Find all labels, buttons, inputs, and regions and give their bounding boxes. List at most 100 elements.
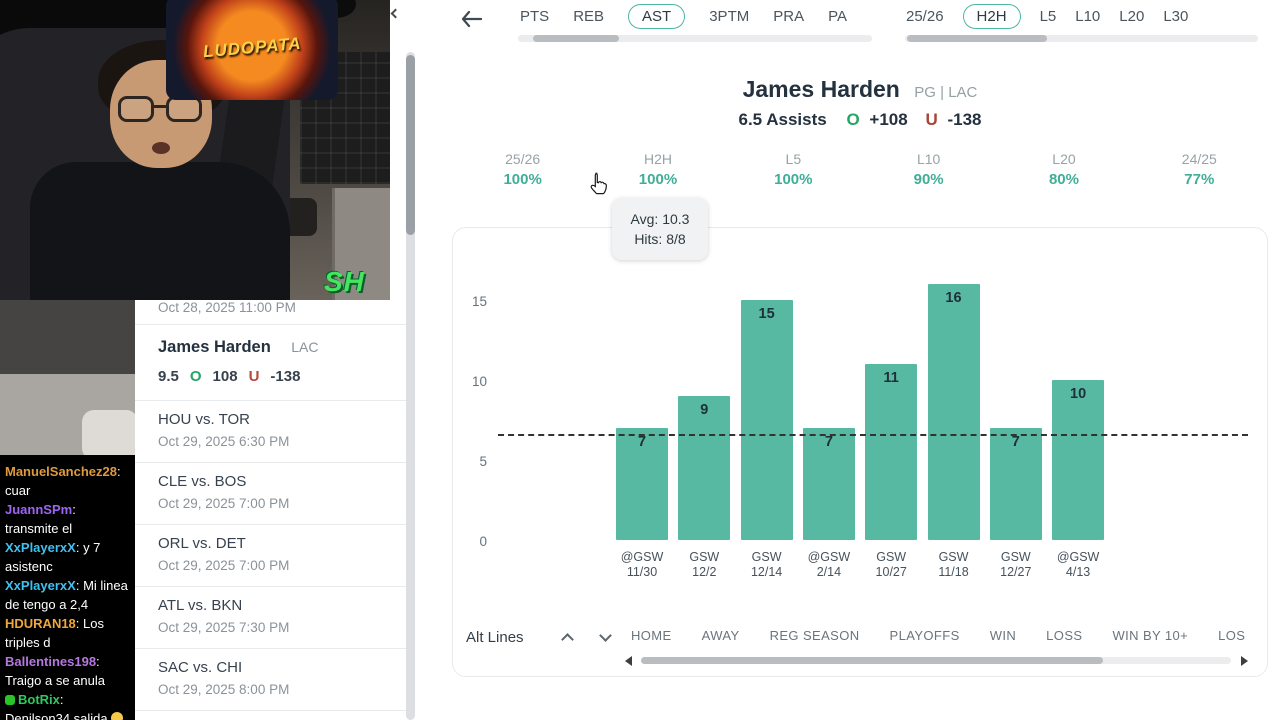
- chart-bar[interactable]: 7: [989, 428, 1042, 540]
- chat-message: ManuelSanchez28: cuar: [5, 463, 130, 500]
- game-row[interactable]: ORL vs. DET Oct 29, 2025 7:00 PM: [135, 525, 406, 587]
- chart-bar[interactable]: 7: [616, 428, 668, 540]
- filter-win[interactable]: WIN: [989, 628, 1017, 643]
- vertical-scrollbar-thumb[interactable]: [406, 55, 415, 235]
- chart-bar[interactable]: 7: [802, 428, 855, 540]
- collapse-panel-icon[interactable]: [389, 8, 401, 20]
- chat-username: XxPlayerxX: [5, 540, 76, 555]
- tab-l30[interactable]: L30: [1163, 7, 1189, 25]
- over-odds: +108: [869, 110, 908, 129]
- tab-l20[interactable]: L20: [1119, 7, 1145, 25]
- chart-bar[interactable]: 16: [927, 284, 980, 540]
- chat-message: HDURAN18: Los triples d: [5, 615, 130, 652]
- tab-ast[interactable]: AST: [628, 3, 686, 29]
- split-h2h: H2H 100%: [638, 151, 678, 188]
- game-row[interactable]: SAC vs. CHI Oct 29, 2025 8:00 PM: [135, 649, 406, 711]
- over-label: O: [189, 368, 202, 385]
- split-l5: L5 100%: [774, 151, 813, 188]
- chart-bar[interactable]: 9: [678, 396, 731, 540]
- tab-pts[interactable]: PTS: [520, 7, 550, 25]
- game-list-panel: Oct 28, 2025 11:00 PM James Harden LAC 9…: [135, 300, 406, 720]
- range-tabs-scrollbar[interactable]: [905, 35, 1258, 42]
- chart-bar-slot: 16 GSW 11/18: [923, 228, 985, 676]
- filter-reg-season[interactable]: REG SEASON: [769, 628, 860, 643]
- over-odds: 108: [212, 368, 238, 385]
- tab-h2h[interactable]: H2H: [962, 3, 1021, 29]
- chart-bar-slot: 10 @GSW 4/13: [1047, 228, 1109, 676]
- split-l10: L10 90%: [913, 151, 944, 188]
- filter-home[interactable]: HOME: [631, 628, 672, 643]
- chat-text: : Los triples d: [5, 616, 104, 650]
- chart-bar[interactable]: 10: [1052, 380, 1105, 540]
- filters-scroll-right-icon[interactable]: [1241, 656, 1248, 666]
- y-tick-15: 15: [471, 294, 487, 309]
- chart-bar-slot: 15 GSW 12/14: [736, 228, 798, 676]
- chart-bar-slot: 7 @GSW 2/14: [798, 228, 860, 676]
- tab-3ptm[interactable]: 3PTM: [709, 7, 750, 25]
- tooltip-hits: Hits: 8/8: [634, 231, 686, 247]
- game-row[interactable]: ATL vs. BKN Oct 29, 2025 7:30 PM: [135, 587, 406, 649]
- chart-tooltip: Avg: 10.3 Hits: 8/8: [612, 198, 708, 260]
- split-25-26: 25/26 100%: [503, 151, 542, 188]
- tab-25-26[interactable]: 25/26: [906, 7, 944, 25]
- over-label: O: [846, 110, 860, 129]
- filters-scrollbar-thumb[interactable]: [641, 657, 1103, 664]
- streamer-glasses: [116, 96, 208, 124]
- stat-tabs-scrollbar[interactable]: [518, 35, 872, 42]
- alt-line-up-button[interactable]: [556, 625, 580, 649]
- prop-line-label: 6.5 Assists: [738, 110, 827, 129]
- chart-bar[interactable]: 15: [740, 300, 793, 540]
- y-tick-10: 10: [471, 374, 487, 389]
- tab-l5[interactable]: L5: [1039, 7, 1057, 25]
- filter-playoffs[interactable]: PLAYOFFS: [889, 628, 960, 643]
- game-matchup: SAC vs. CHI: [158, 659, 243, 676]
- chart-bar[interactable]: 11: [865, 364, 918, 540]
- ludopata-logo: LUDOPATA: [166, 0, 338, 100]
- chat-message: JuannSPm: transmite el: [5, 501, 130, 538]
- smiley-icon: [110, 711, 123, 720]
- alt-line-down-button[interactable]: [594, 625, 618, 649]
- game-matchup: ATL vs. BKN: [158, 597, 243, 614]
- selected-prop-row[interactable]: James Harden LAC 9.5 O 108 U -138: [135, 325, 406, 401]
- under-label: U: [925, 110, 938, 129]
- filter-win-by-10[interactable]: WIN BY 10+: [1112, 628, 1189, 643]
- vertical-scrollbar[interactable]: [406, 52, 415, 720]
- tab-pa[interactable]: PA: [828, 7, 847, 25]
- filter-loss-by-10[interactable]: LOS: [1218, 628, 1246, 643]
- chevron-up-icon: [561, 632, 574, 646]
- game-datetime: Oct 29, 2025 7:30 PM: [158, 620, 290, 635]
- game-row[interactable]: HOU vs. TOR Oct 29, 2025 6:30 PM: [135, 401, 406, 463]
- back-button[interactable]: [460, 10, 483, 33]
- webcam-lower-dark: [0, 300, 135, 374]
- mouse-cursor-icon: [588, 172, 609, 200]
- y-tick-0: 0: [479, 534, 487, 549]
- game-row[interactable]: IND vs. DAL Oct 29, 2025 8:30 PM: [135, 711, 406, 720]
- chat-message: XxPlayerxX: y 7 asistenc: [5, 539, 130, 576]
- tab-pra[interactable]: PRA: [773, 7, 805, 25]
- game-datetime: Oct 28, 2025 11:00 PM: [135, 300, 406, 325]
- tab-l10[interactable]: L10: [1075, 7, 1101, 25]
- game-row[interactable]: CLE vs. BOS Oct 29, 2025 7:00 PM: [135, 463, 406, 525]
- range-tabs-scrollbar-thumb[interactable]: [907, 35, 1047, 42]
- chart-x-label: @GSW 4/13: [1056, 550, 1100, 579]
- chart-x-label: @GSW 11/30: [620, 550, 664, 579]
- chart-card: 15 10 5 0 7 @GSW 11/30 9 GSW 12/2 15 GSW 12…: [452, 227, 1268, 677]
- filters-scrollbar[interactable]: [641, 657, 1231, 664]
- filters-scroll-left-icon[interactable]: [625, 656, 632, 666]
- chat-username: ManuelSanchez28: [5, 464, 117, 479]
- player-position-team: PG | LAC: [914, 84, 978, 101]
- chat-username: XxPlayerxX: [5, 578, 76, 593]
- hit-rate-splits: 25/26 100% H2H 100% L5 100% L10 90% L20 …: [455, 151, 1267, 188]
- game-datetime: Oct 29, 2025 7:00 PM: [158, 496, 290, 511]
- filter-away[interactable]: AWAY: [701, 628, 740, 643]
- tab-reb[interactable]: REB: [573, 7, 605, 25]
- chat-message: Ballentines198: Traigo a se anula: [5, 653, 130, 690]
- chart-bar-slot: 7 GSW 12/27: [985, 228, 1047, 676]
- filter-loss[interactable]: LOSS: [1046, 628, 1083, 643]
- game-matchup: CLE vs. BOS: [158, 473, 247, 490]
- game-datetime: Oct 29, 2025 6:30 PM: [158, 434, 290, 449]
- y-tick-5: 5: [479, 454, 487, 469]
- chart-bar-slot: 7 @GSW 11/30: [611, 228, 673, 676]
- chevron-down-icon: [599, 628, 612, 642]
- stat-tabs-scrollbar-thumb[interactable]: [533, 35, 619, 42]
